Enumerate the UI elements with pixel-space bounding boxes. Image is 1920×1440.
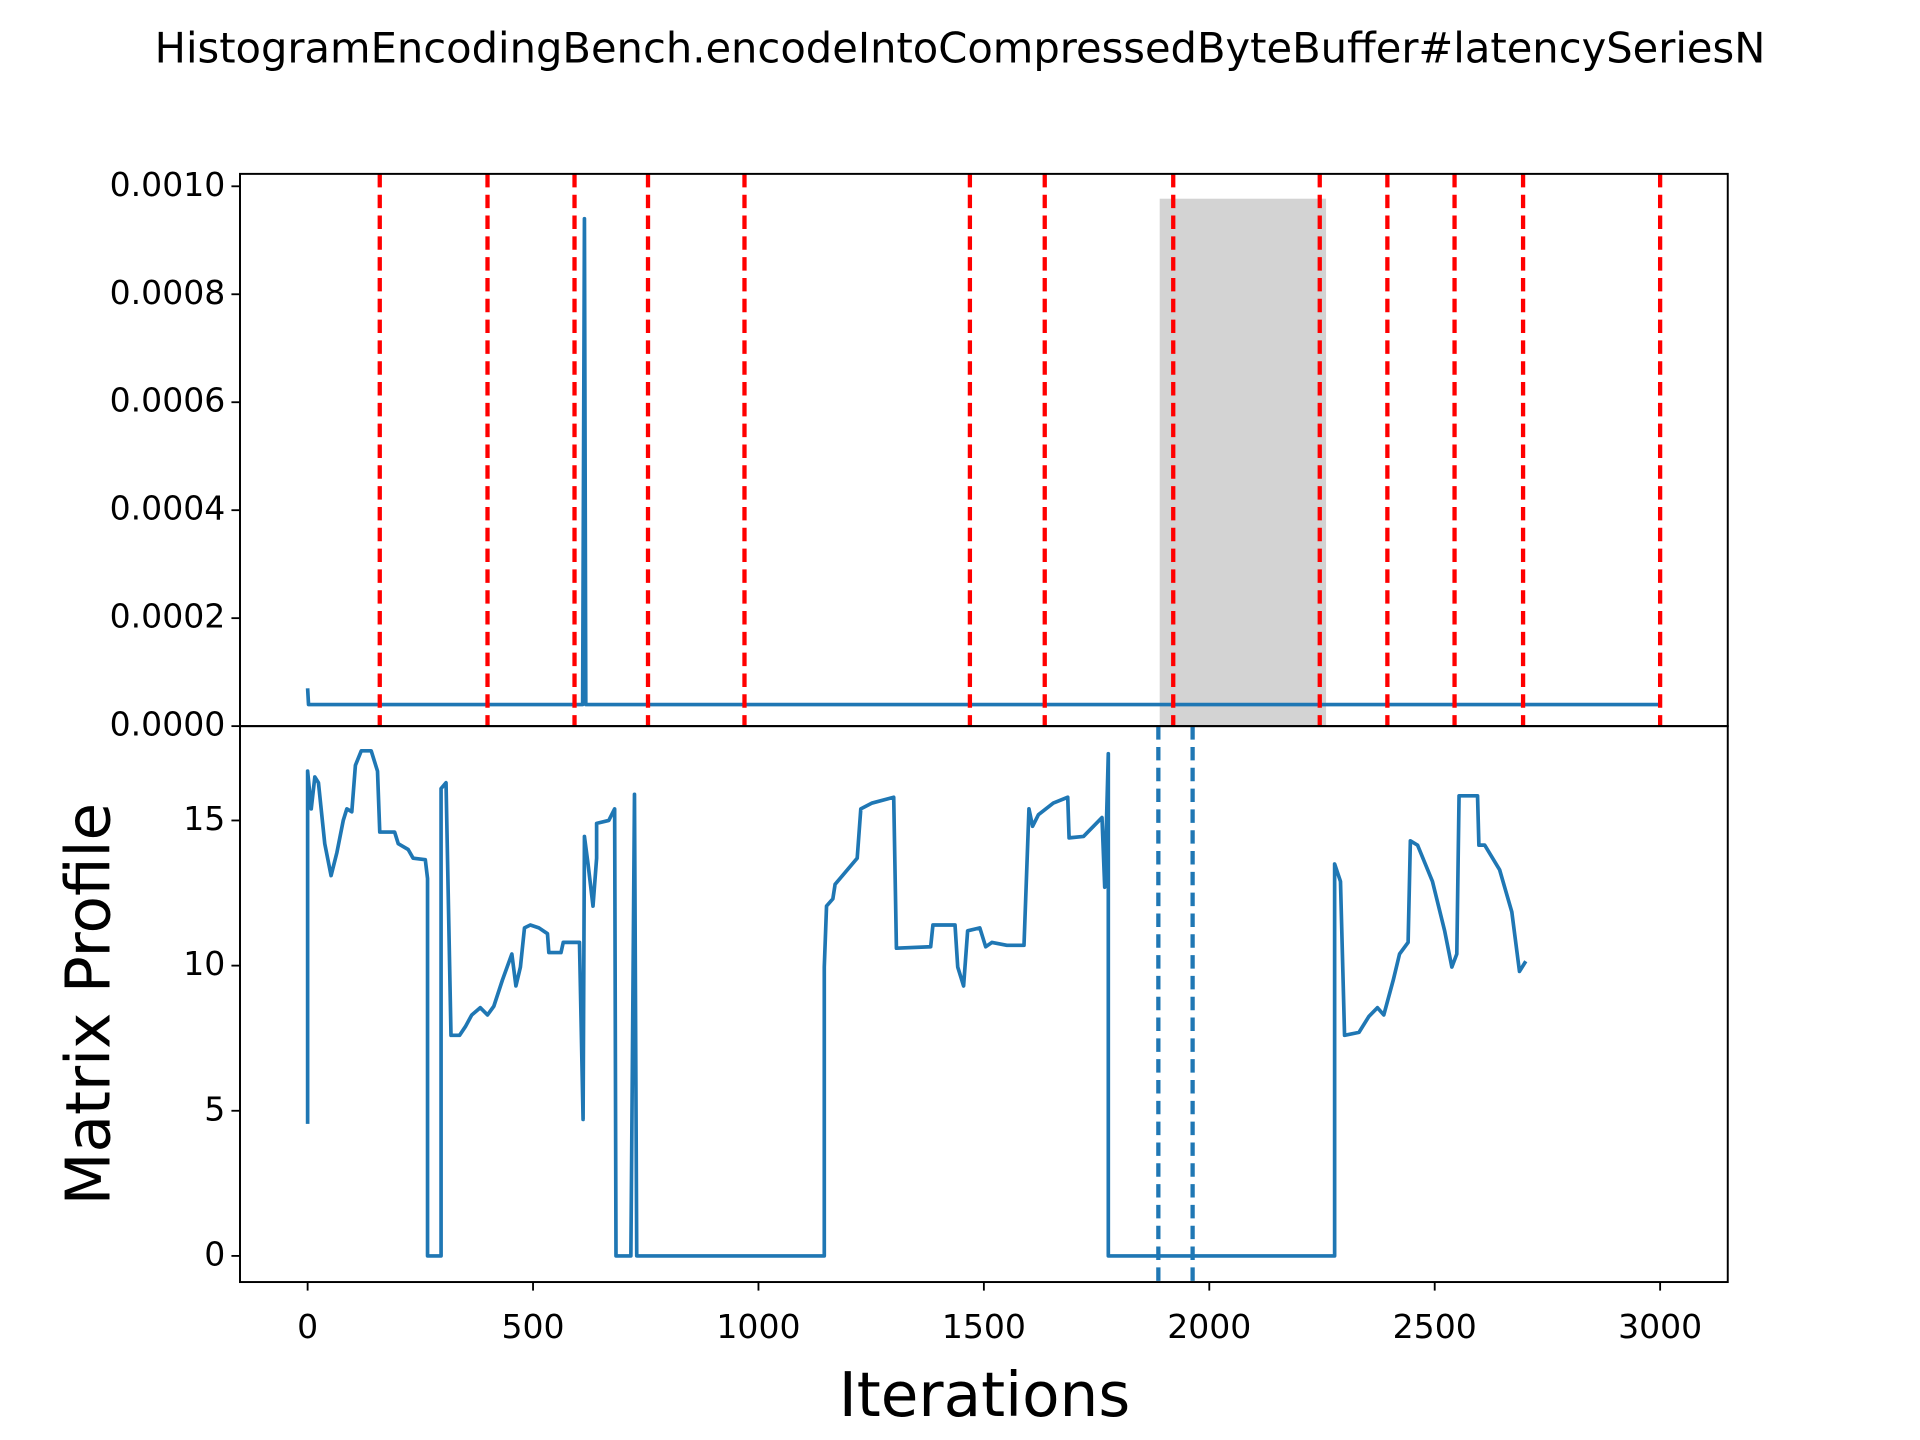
y-tick-label: 0.0008 (110, 273, 226, 312)
y-tick-label: 0.0000 (110, 705, 226, 744)
y-tick-label: 0.0010 (110, 165, 226, 204)
y-tick-label: 0 (204, 1234, 225, 1273)
axes-frame (239, 172, 1729, 728)
y-tick-label: 0.0002 (110, 597, 226, 636)
data-line (305, 748, 1528, 1258)
x-tick-label: 2000 (1167, 1307, 1251, 1346)
chart-title: HistogramEncodingBench.encodeIntoCompres… (155, 23, 1766, 72)
y-tick-label: 5 (204, 1089, 225, 1128)
x-tick-label: 0 (297, 1307, 318, 1346)
axes-frame (239, 725, 1729, 1284)
x-tick-label: 3000 (1618, 1307, 1702, 1346)
data-line (305, 216, 1661, 707)
x-tick-label: 2500 (1393, 1307, 1477, 1346)
y-tick-label: 0.0006 (110, 381, 226, 420)
x-tick-label: 500 (502, 1307, 565, 1346)
y-axis-label: Matrix Profile (54, 803, 125, 1206)
y-tick-label: 10 (183, 944, 225, 983)
x-tick-label: 1000 (716, 1307, 800, 1346)
x-axis-label: Iterations (839, 1360, 1131, 1431)
y-tick-label: 0.0004 (110, 489, 226, 528)
highlight-span (1159, 198, 1327, 727)
y-tick-label: 15 (183, 799, 225, 838)
x-tick-label: 1500 (942, 1307, 1026, 1346)
